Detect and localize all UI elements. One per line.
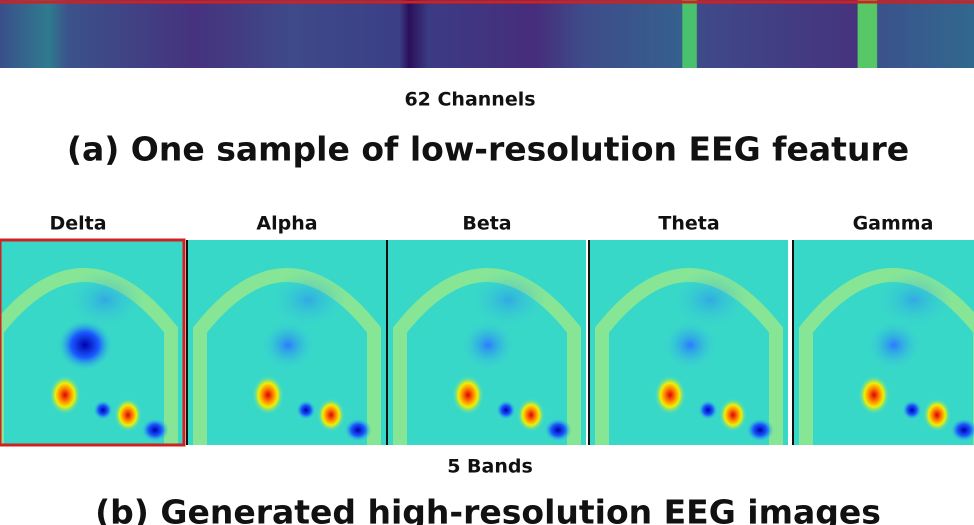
blob xyxy=(746,418,774,442)
blob xyxy=(923,398,951,432)
blob xyxy=(93,400,113,420)
blob xyxy=(344,418,372,442)
blob xyxy=(141,418,169,442)
blob xyxy=(57,319,113,371)
blob xyxy=(496,400,516,420)
blob xyxy=(874,270,954,330)
highlight-border xyxy=(0,238,186,447)
blob xyxy=(902,400,922,420)
blob xyxy=(452,375,484,415)
blob xyxy=(114,398,142,432)
bands-label: 5 Bands xyxy=(447,456,533,478)
blob xyxy=(662,319,718,371)
band-label: Alpha xyxy=(256,213,317,235)
blob xyxy=(866,319,922,371)
blob xyxy=(260,319,316,371)
band-image xyxy=(388,240,586,445)
blob xyxy=(544,418,572,442)
band-label: Beta xyxy=(462,213,511,235)
band-image xyxy=(188,240,386,445)
caption-b: (b) Generated high-resolution EEG images xyxy=(95,493,881,525)
caption-a: (a) One sample of low-resolution EEG fea… xyxy=(67,130,909,169)
blob xyxy=(317,398,345,432)
band-image xyxy=(590,240,788,445)
feature-strip xyxy=(0,0,974,68)
blob xyxy=(858,375,890,415)
blob xyxy=(517,398,545,432)
blob xyxy=(460,319,516,371)
blob xyxy=(49,375,81,415)
band-image xyxy=(794,240,974,445)
strip-label: 62 Channels xyxy=(404,89,535,111)
blob xyxy=(65,270,145,330)
blob xyxy=(468,270,548,330)
blob xyxy=(670,270,750,330)
band-label: Gamma xyxy=(853,213,934,235)
band-label: Delta xyxy=(49,213,106,235)
blob xyxy=(296,400,316,420)
blob xyxy=(719,398,747,432)
blob xyxy=(950,418,974,442)
band-images: Delta Alpha Beta Theta Gamma xyxy=(0,213,974,447)
blob xyxy=(698,400,718,420)
band-image xyxy=(0,240,183,445)
blob xyxy=(268,270,348,330)
blob xyxy=(252,375,284,415)
blob xyxy=(654,375,686,415)
band-label: Theta xyxy=(658,213,719,235)
